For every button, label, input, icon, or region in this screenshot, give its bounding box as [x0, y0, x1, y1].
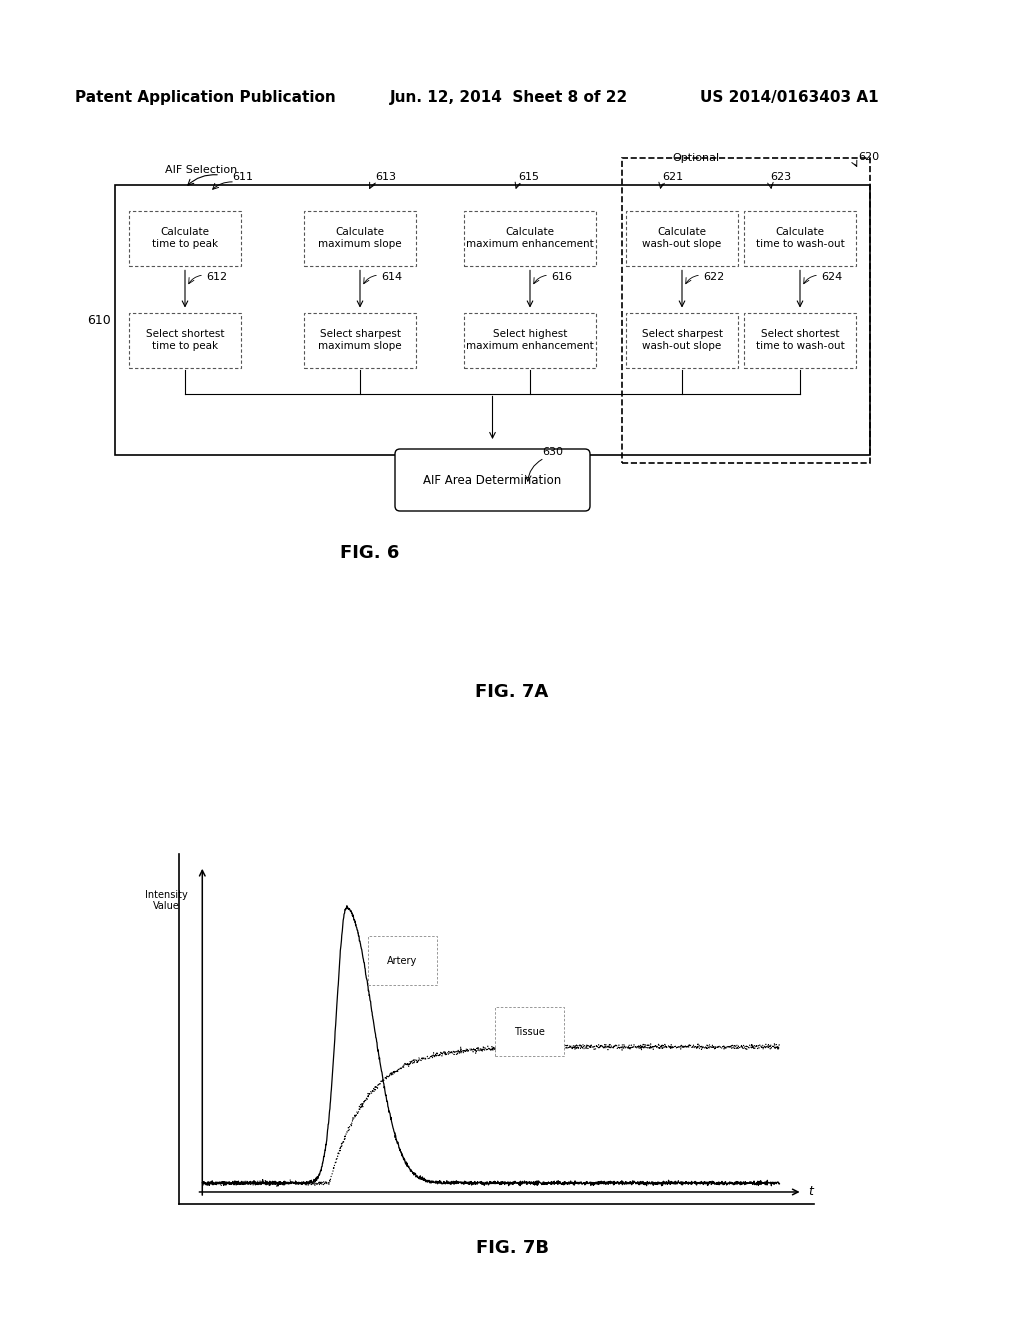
Text: 613: 613: [375, 172, 396, 182]
Bar: [304, 313, 416, 367]
Bar: [464, 210, 596, 265]
Text: Select sharpest
maximum slope: Select sharpest maximum slope: [318, 329, 401, 351]
Text: 624: 624: [821, 272, 843, 282]
Text: 622: 622: [703, 272, 724, 282]
Text: US 2014/0163403 A1: US 2014/0163403 A1: [700, 90, 879, 106]
Bar: [129, 210, 241, 265]
Text: 623: 623: [770, 172, 792, 182]
Bar: [304, 210, 416, 265]
Bar: [744, 210, 856, 265]
Text: Calculate
wash-out slope: Calculate wash-out slope: [642, 227, 722, 248]
Text: Calculate
maximum slope: Calculate maximum slope: [318, 227, 401, 248]
FancyBboxPatch shape: [395, 449, 590, 511]
Bar: [464, 313, 596, 367]
Text: FIG. 6: FIG. 6: [340, 544, 399, 562]
Bar: [622, 158, 870, 463]
Text: Jun. 12, 2014  Sheet 8 of 22: Jun. 12, 2014 Sheet 8 of 22: [390, 90, 629, 106]
Text: t: t: [808, 1185, 813, 1199]
Text: 615: 615: [518, 172, 539, 182]
Text: 610: 610: [87, 314, 111, 326]
Text: AIF Area Determination: AIF Area Determination: [423, 474, 561, 487]
Text: Select shortest
time to peak: Select shortest time to peak: [145, 329, 224, 351]
Text: 611: 611: [232, 172, 253, 182]
Text: Select shortest
time to wash-out: Select shortest time to wash-out: [756, 329, 845, 351]
Text: Select highest
maximum enhancement: Select highest maximum enhancement: [466, 329, 594, 351]
Text: Calculate
time to peak: Calculate time to peak: [152, 227, 218, 248]
Text: FIG. 7B: FIG. 7B: [475, 1239, 549, 1257]
Text: FIG. 7A: FIG. 7A: [475, 682, 549, 701]
Text: Optional: Optional: [672, 153, 719, 162]
Text: Patent Application Publication: Patent Application Publication: [75, 90, 336, 106]
Text: 614: 614: [381, 272, 402, 282]
Bar: [626, 210, 738, 265]
Bar: [129, 313, 241, 367]
Bar: [744, 313, 856, 367]
Text: 620: 620: [858, 152, 880, 162]
Text: 630: 630: [543, 447, 563, 457]
Text: Artery: Artery: [387, 956, 417, 966]
Bar: [626, 313, 738, 367]
Bar: [115, 185, 870, 455]
Text: Tissue: Tissue: [514, 1027, 545, 1038]
Text: 612: 612: [206, 272, 227, 282]
Text: Calculate
time to wash-out: Calculate time to wash-out: [756, 227, 845, 248]
Text: Calculate
maximum enhancement: Calculate maximum enhancement: [466, 227, 594, 248]
Text: 621: 621: [662, 172, 683, 182]
Text: Select sharpest
wash-out slope: Select sharpest wash-out slope: [641, 329, 723, 351]
Text: Intensity
Value: Intensity Value: [145, 890, 187, 911]
Text: AIF Selection: AIF Selection: [165, 165, 238, 176]
Text: 616: 616: [551, 272, 572, 282]
